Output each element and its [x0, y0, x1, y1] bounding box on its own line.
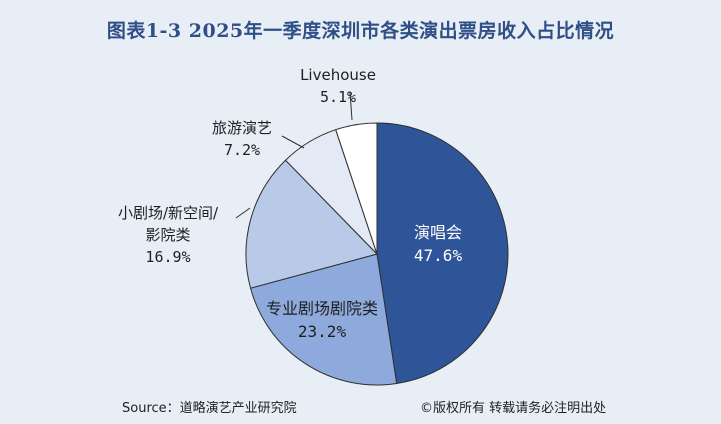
slice-value-label: 23.2% [298, 322, 347, 341]
slice-value-label: 16.9% [145, 248, 190, 266]
leader-line [281, 135, 305, 149]
leader-line [235, 207, 251, 219]
pie-slice [335, 122, 378, 255]
pie-slice [249, 253, 398, 386]
source-note: Source：道略演艺产业研究院 [122, 401, 297, 416]
pie-slice [245, 159, 378, 289]
slice-label: 影院类 [145, 226, 190, 244]
slice-value-label: 5.1% [320, 88, 356, 106]
slice-label: 演唱会 [414, 223, 462, 242]
slice-value-label: 47.6% [414, 246, 463, 265]
copyright-note: ©版权所有 转载请务必注明出处 [420, 401, 607, 416]
slice-label: Livehouse [300, 66, 376, 84]
pie-slice [376, 122, 509, 385]
chart-title: 图表1-3 2025年一季度深圳市各类演出票房收入占比情况 [106, 20, 615, 42]
slice-label: 专业剧场剧院类 [266, 299, 378, 318]
leader-line [349, 91, 353, 121]
slice-label: 小剧场/新空间/ [118, 204, 219, 222]
slice-label: 旅游演艺 [212, 119, 272, 137]
slice-value-label: 7.2% [224, 141, 260, 159]
